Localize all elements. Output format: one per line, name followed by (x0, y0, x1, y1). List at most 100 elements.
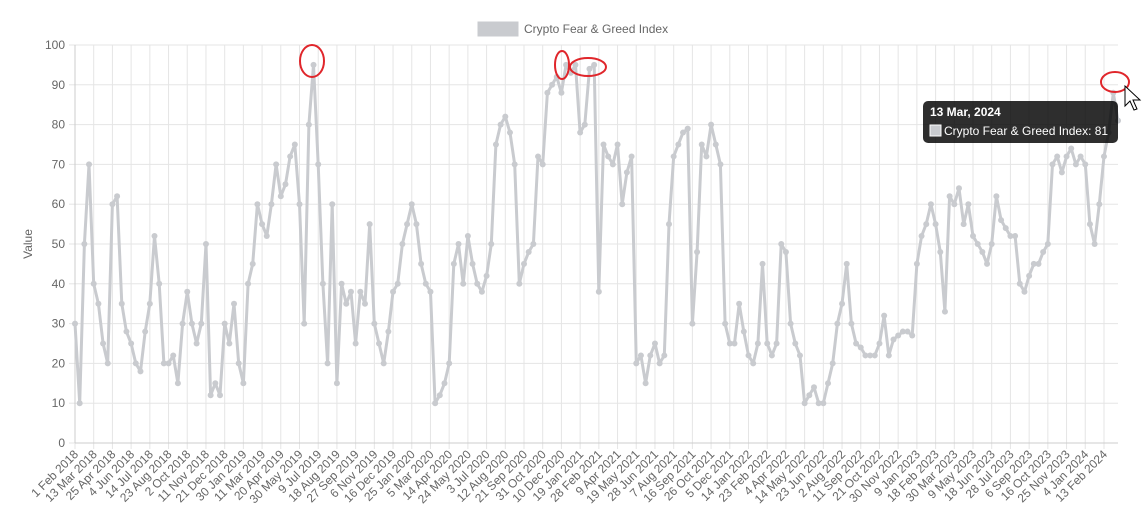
y-tick-label: 60 (52, 197, 66, 211)
data-point (118, 300, 125, 307)
data-point (90, 280, 97, 287)
data-point (1035, 260, 1042, 267)
data-point (539, 161, 546, 168)
data-point (759, 260, 766, 267)
data-point (95, 300, 102, 307)
data-point (712, 141, 719, 148)
data-point (446, 360, 453, 367)
data-point (988, 241, 995, 247)
data-point (801, 400, 808, 407)
y-tick-label: 80 (52, 118, 66, 132)
data-point (647, 352, 654, 359)
data-point (160, 360, 167, 367)
data-point (1012, 233, 1019, 240)
series-line (73, 63, 1120, 405)
data-point (511, 161, 518, 168)
data-point (951, 201, 958, 208)
data-point (151, 233, 158, 240)
data-point (965, 201, 972, 208)
data-point (231, 300, 238, 307)
data-point (146, 300, 153, 307)
data-point (296, 201, 303, 208)
data-point (689, 320, 696, 327)
data-point (1068, 145, 1075, 152)
data-point (319, 280, 326, 287)
data-point (390, 288, 397, 295)
data-point (703, 153, 710, 160)
data-point (1049, 161, 1056, 168)
data-point (245, 280, 252, 287)
data-point (820, 400, 827, 407)
tooltip-swatch (929, 124, 942, 137)
data-point (193, 340, 200, 347)
data-point (955, 185, 962, 192)
data-point (198, 320, 205, 327)
data-point (848, 320, 855, 327)
data-point (778, 241, 785, 247)
data-point (399, 241, 406, 247)
data-point (338, 280, 345, 287)
data-point (333, 380, 340, 387)
data-point (970, 233, 977, 240)
data-point (909, 332, 916, 339)
data-point (343, 300, 350, 307)
data-point (544, 89, 551, 96)
data-point (881, 312, 888, 319)
data-point (1007, 233, 1014, 240)
data-point (993, 193, 1000, 200)
y-tick-label: 90 (52, 78, 66, 92)
data-point (427, 288, 434, 295)
data-point (941, 308, 948, 315)
data-point (1082, 161, 1089, 168)
data-point (109, 201, 116, 208)
data-point (184, 288, 191, 295)
data-point (642, 380, 649, 387)
tooltip-text: Crypto Fear & Greed Index: 81 (944, 124, 1108, 138)
highlight-circle (1100, 71, 1130, 93)
data-point (492, 141, 499, 148)
data-point (932, 221, 939, 228)
data-point (441, 380, 448, 387)
data-point (104, 360, 111, 367)
data-point (787, 320, 794, 327)
y-tick-label: 30 (52, 317, 66, 331)
data-point (768, 352, 775, 359)
data-point (600, 141, 607, 148)
data-point (927, 201, 934, 208)
data-point (717, 161, 724, 168)
data-point (156, 280, 163, 287)
tooltip-title: 13 Mar, 2024 (930, 105, 1001, 119)
data-point (128, 340, 135, 347)
data-point (974, 241, 981, 247)
data-point (885, 352, 892, 359)
data-point (628, 153, 635, 160)
data-point (100, 340, 107, 347)
data-point (960, 221, 967, 228)
data-point (1100, 153, 1107, 160)
data-point (918, 233, 925, 240)
data-point (661, 352, 668, 359)
data-point (764, 340, 771, 347)
data-point (619, 201, 626, 208)
data-point (436, 392, 443, 399)
data-point (843, 260, 850, 267)
data-point (305, 121, 312, 128)
data-point (563, 61, 570, 68)
data-point (581, 121, 588, 128)
data-point (1016, 280, 1023, 287)
data-point (478, 288, 485, 295)
data-point (899, 328, 906, 335)
data-point (1077, 153, 1084, 160)
data-point (413, 221, 420, 228)
data-point (315, 161, 322, 168)
data-point (188, 320, 195, 327)
data-point (745, 352, 752, 359)
tooltip-box (923, 101, 1118, 143)
data-point (273, 161, 280, 168)
data-point (670, 153, 677, 160)
data-point (497, 121, 504, 128)
data-point (324, 360, 331, 367)
data-point (1030, 260, 1037, 267)
